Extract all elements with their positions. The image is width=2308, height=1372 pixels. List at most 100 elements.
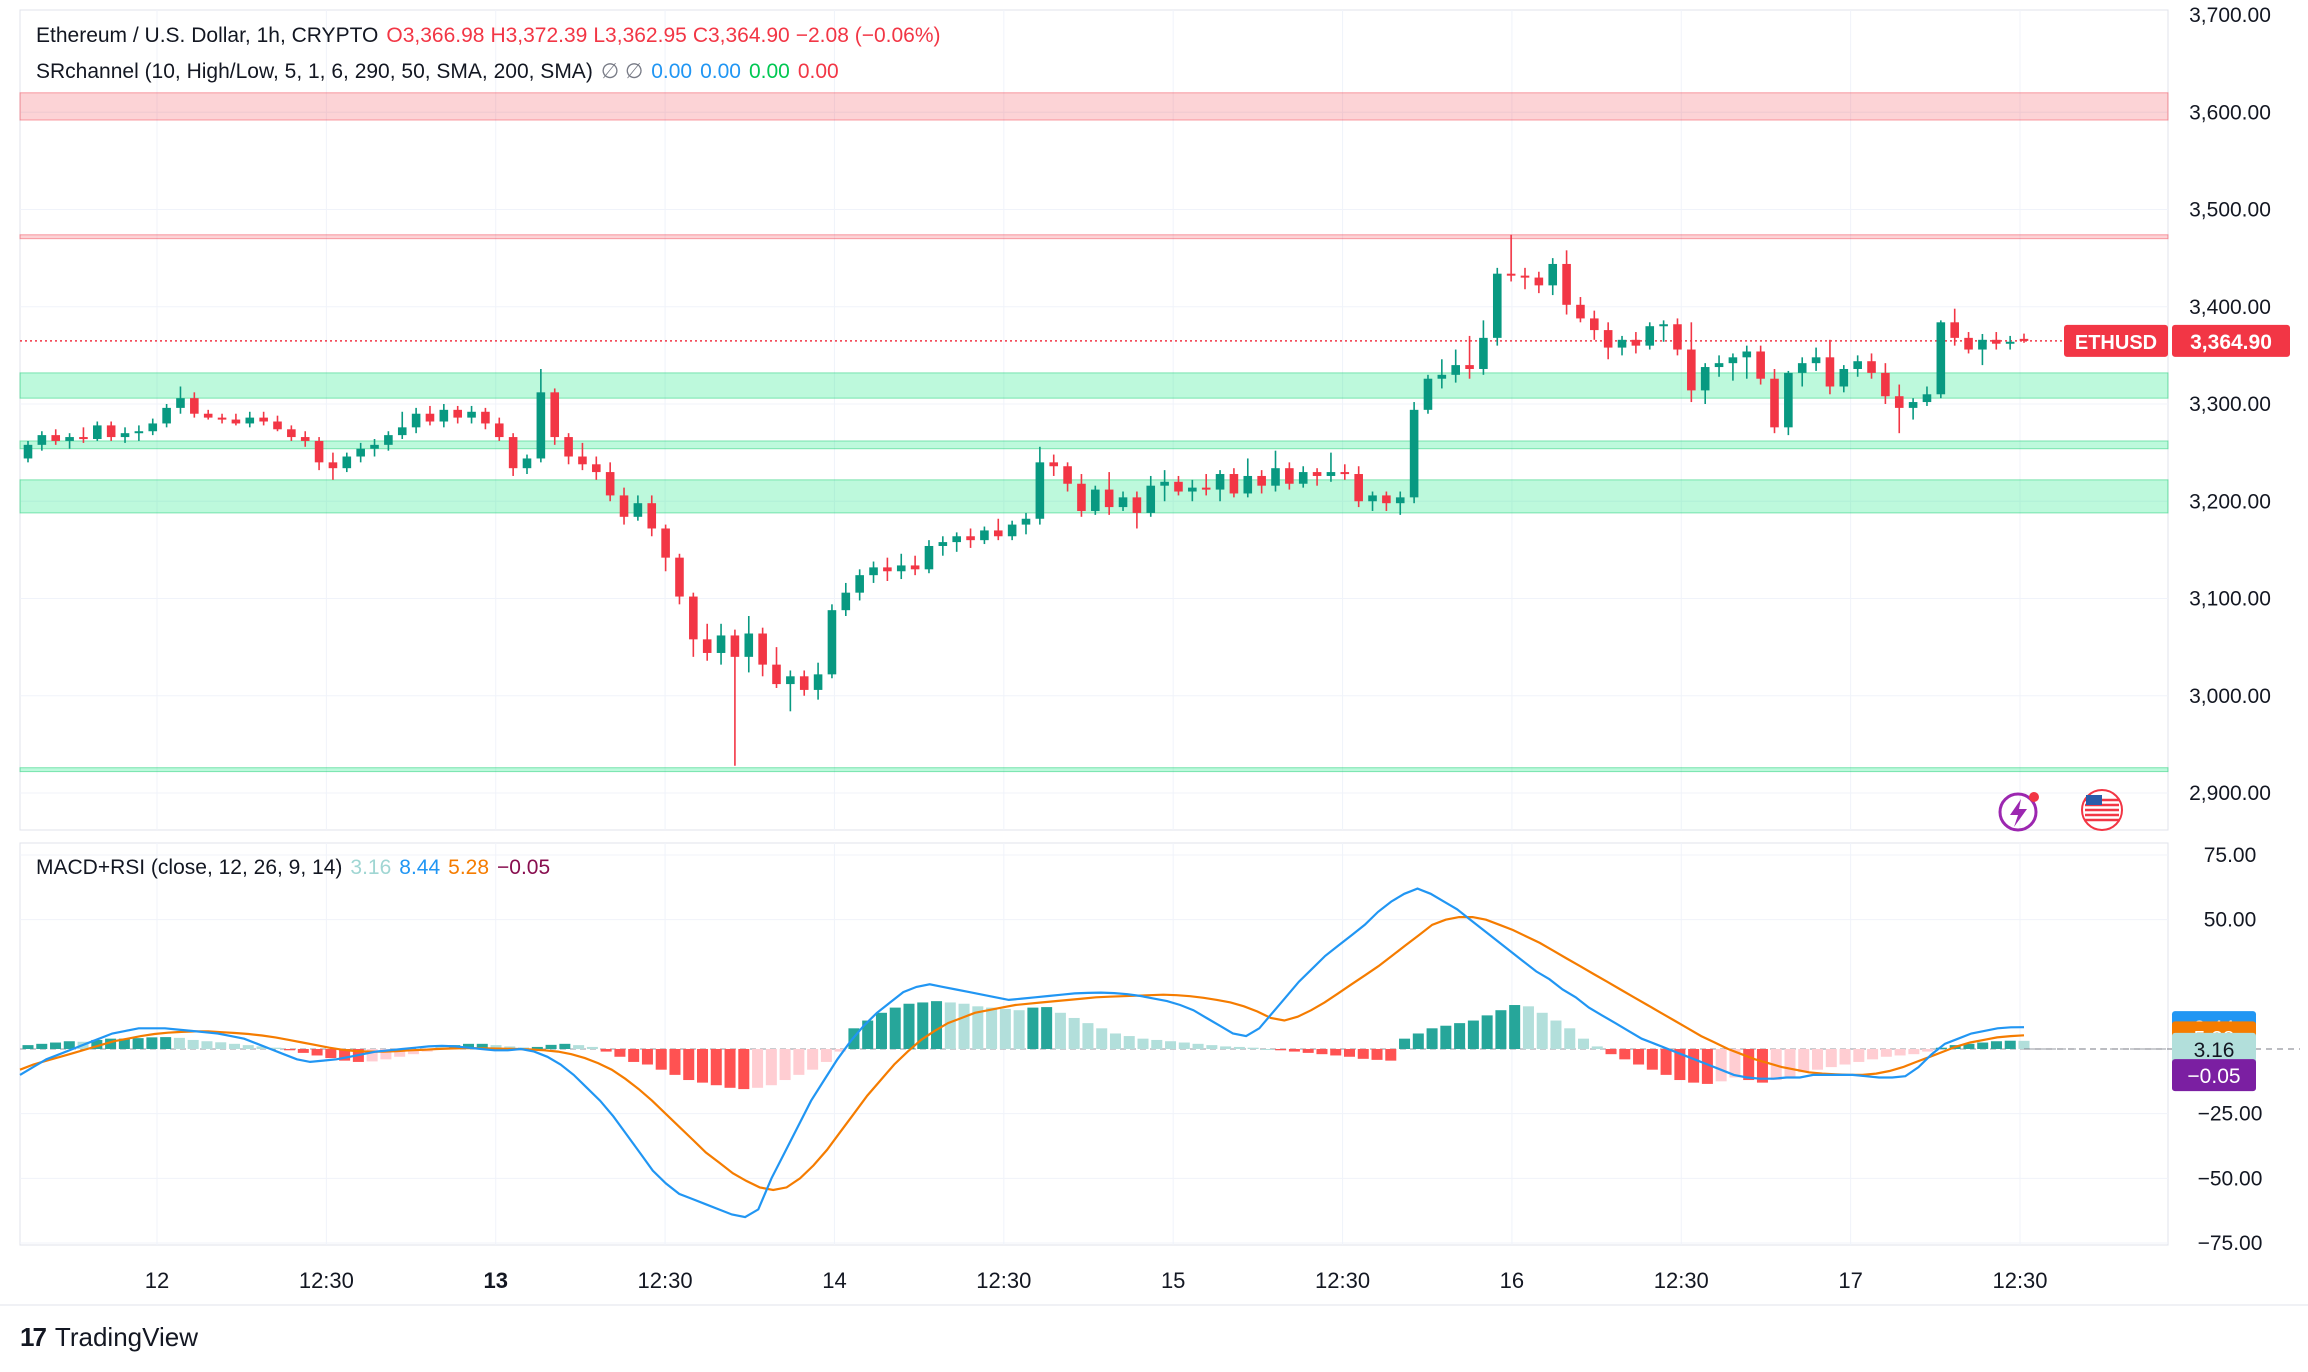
candle-down [702, 639, 712, 653]
open-value: O3,366.98 [386, 24, 485, 47]
grid [0, 9, 2308, 1306]
candle-down [1631, 339, 1641, 346]
macd-histogram-bar [1743, 1049, 1755, 1081]
price-tick-label: 3,500.00 [2189, 199, 2271, 222]
macd-histogram-bar [1591, 1046, 1603, 1049]
macd-histogram-bar [807, 1049, 819, 1070]
time-tick-label: 15 [1161, 1268, 1185, 1293]
macd-histogram-bar [531, 1046, 543, 1049]
macd-histogram-bar [504, 1046, 516, 1049]
macd-label[interactable]: MACD+RSI (close, 12, 26, 9, 14) [36, 856, 343, 879]
macd-histogram-bar [1096, 1028, 1108, 1049]
candle-down [689, 596, 698, 640]
indicator-symbols: ∅ ∅ [600, 60, 644, 83]
macd-histogram-bar [256, 1046, 268, 1049]
candle-up [924, 545, 934, 570]
candle-up [1271, 468, 1280, 486]
macd-histogram-bar [1812, 1049, 1824, 1070]
macd-histogram-bar [1041, 1007, 1053, 1049]
macd-histogram-bar [1660, 1049, 1672, 1075]
candle-down [259, 417, 268, 422]
candle-up [134, 431, 144, 434]
macd-histogram-bar [573, 1045, 585, 1049]
price-tick-label: 3,100.00 [2189, 588, 2271, 611]
candle-down [1049, 462, 1059, 467]
candle-down [993, 530, 1003, 537]
macd-histogram-bar [958, 1003, 970, 1049]
indicator-label[interactable]: SRchannel (10, High/Low, 5, 1, 6, 290, 5… [36, 60, 593, 83]
macd-histogram-bar [600, 1049, 612, 1052]
candle-down [287, 429, 296, 438]
candle-up [2005, 341, 2015, 344]
macd-histogram-bar [1151, 1039, 1163, 1049]
macd-histogram-bar [683, 1049, 695, 1081]
candle-up [176, 398, 185, 408]
candle-up [1035, 462, 1045, 519]
macd-histogram-bar [1192, 1043, 1204, 1049]
macd-histogram-bar [1330, 1049, 1342, 1056]
macd-histogram-bar [724, 1049, 736, 1088]
candle-up [1007, 524, 1017, 537]
candle-up [356, 448, 365, 457]
candles [23, 234, 2029, 766]
candle-up [411, 413, 421, 428]
macd-histogram-bar [1990, 1041, 2002, 1049]
price-tag-bg [2172, 324, 2290, 357]
candle-down [106, 425, 116, 438]
macd-histogram-bar [2004, 1040, 2016, 1049]
macd-histogram-bar [1054, 1012, 1066, 1049]
macd-histogram-bar [297, 1049, 309, 1053]
macd-histogram-bar [944, 1002, 956, 1049]
candle-down [425, 413, 435, 422]
candle-up [1659, 324, 1668, 327]
candle-up [1451, 365, 1460, 375]
candle-up [1409, 409, 1419, 498]
candle-up [1215, 474, 1225, 490]
time-tick-label: 17 [1838, 1268, 1862, 1293]
candle-down [1285, 468, 1294, 484]
high-value: H3,372.39 [490, 24, 588, 47]
macd-histogram-bar [22, 1045, 34, 1049]
candle-up [633, 503, 643, 517]
macd-pane-border [19, 842, 2169, 1246]
macd-histogram-bar [820, 1049, 832, 1062]
candle-down [1894, 396, 1904, 408]
signal-line [19, 915, 2025, 1192]
candle-down [1950, 322, 1959, 338]
time-tick-label: 12:30 [638, 1268, 693, 1293]
candle-up [744, 633, 754, 657]
price-tick-label: 3,200.00 [2189, 490, 2271, 513]
support-zone [19, 440, 2169, 450]
tradingview-brand[interactable]: 17 TradingView [20, 1322, 198, 1353]
candle-down [758, 633, 767, 665]
candle-down [675, 557, 684, 597]
macd-line [19, 887, 2025, 1219]
candle-up [1714, 363, 1724, 368]
candle-up [1423, 378, 1433, 410]
macd-histogram-bar [1784, 1049, 1796, 1078]
macd-histogram-bar [1302, 1049, 1314, 1053]
chart-icons[interactable] [1998, 789, 2123, 832]
macd-tick-label: −75.00 [2198, 1232, 2263, 1255]
macd-histogram-bar [1454, 1023, 1466, 1049]
candle-up [162, 407, 171, 424]
lightning-icon [1998, 792, 2038, 832]
candle-up [1839, 368, 1849, 387]
macd-tick-label: 75.00 [2204, 844, 2257, 867]
macd-histogram-bar [1288, 1049, 1300, 1052]
macd-histogram-bar [931, 1001, 943, 1049]
candle-down [51, 435, 61, 441]
symbol-legend: Ethereum / U.S. Dollar, 1h, CRYPTO O3,366… [36, 24, 949, 48]
macd-legend: MACD+RSI (close, 12, 26, 9, 14) 3.16 8.44 5… [36, 856, 558, 880]
candle-up [370, 444, 379, 449]
macd-histogram-bar [215, 1042, 227, 1049]
macd-histogram-bar [834, 1049, 846, 1052]
candle-down [1687, 349, 1696, 391]
macd-histogram-value: 3.16 [350, 856, 392, 879]
macd-histogram-bar [1853, 1049, 1865, 1062]
us-flag-icon [2086, 795, 2102, 805]
macd-histogram-bar [875, 1012, 887, 1049]
time-tick-label: 16 [1500, 1268, 1524, 1293]
candle-up [1479, 337, 1488, 369]
symbol-title[interactable]: Ethereum / U.S. Dollar, 1h, CRYPTO [36, 24, 379, 47]
